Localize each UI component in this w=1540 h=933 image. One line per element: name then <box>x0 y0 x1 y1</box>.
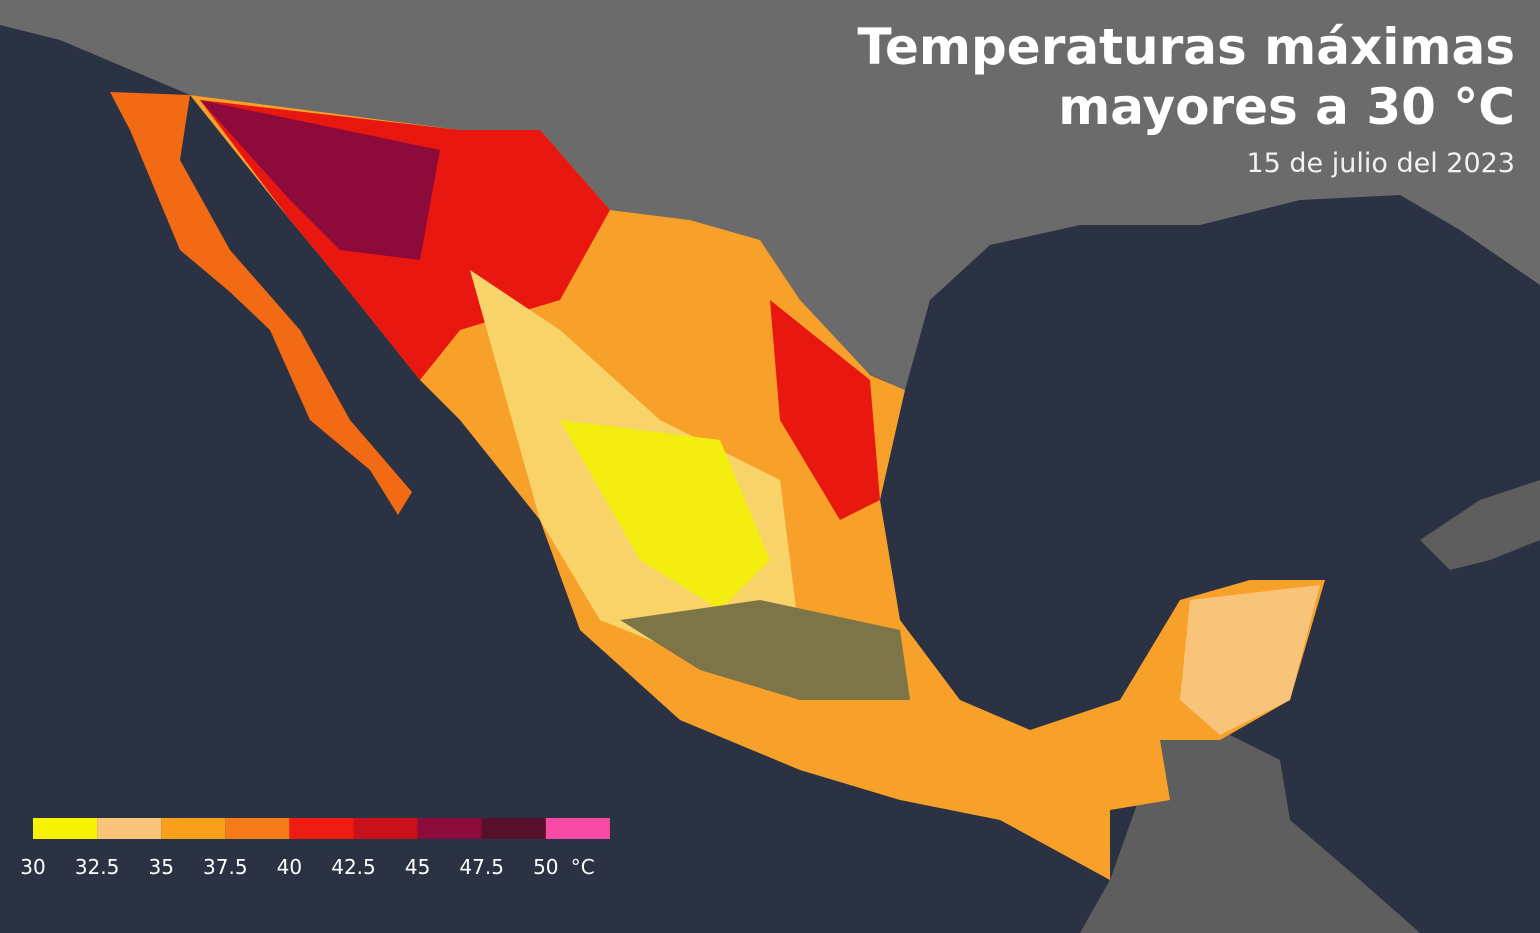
legend-label: 32.5 <box>75 855 120 879</box>
very-hot-zone <box>200 100 440 260</box>
legend-label: 37.5 <box>203 855 248 879</box>
date: 15 de julio del 2023 <box>1246 148 1515 179</box>
legend-label: 40 <box>277 855 302 879</box>
legend-swatch <box>161 818 226 839</box>
legend-swatch <box>33 818 98 839</box>
mexico-temperature <box>110 92 1325 880</box>
legend-label: 45 <box>405 855 430 879</box>
legend-swatch <box>289 818 354 839</box>
legend: 30 32.5 35 37.5 40 42.5 45 47.5 50 °C <box>20 818 610 879</box>
legend-swatch <box>545 818 610 839</box>
yucatan-mild <box>1180 585 1320 735</box>
legend-label: 47.5 <box>459 855 504 879</box>
hot-zone-east <box>770 300 880 520</box>
cuba <box>1420 480 1540 570</box>
legend-label: 30 <box>20 855 45 879</box>
legend-label: 50 <box>533 855 558 879</box>
legend-swatch <box>225 818 290 839</box>
title-line: Temperaturas máximas <box>858 18 1515 76</box>
legend-swatch <box>353 818 418 839</box>
legend-swatch <box>417 818 482 839</box>
legend-label: 42.5 <box>331 855 376 879</box>
legend-label: 35 <box>148 855 173 879</box>
title-line: mayores a 30 °C <box>1058 78 1515 136</box>
cool-zone <box>560 420 770 610</box>
baja-california <box>110 92 412 515</box>
north-america-land <box>0 0 1540 390</box>
legend-swatch <box>97 818 162 839</box>
highland <box>620 600 910 700</box>
legend-unit: °C <box>571 855 595 879</box>
legend-swatch <box>481 818 546 839</box>
